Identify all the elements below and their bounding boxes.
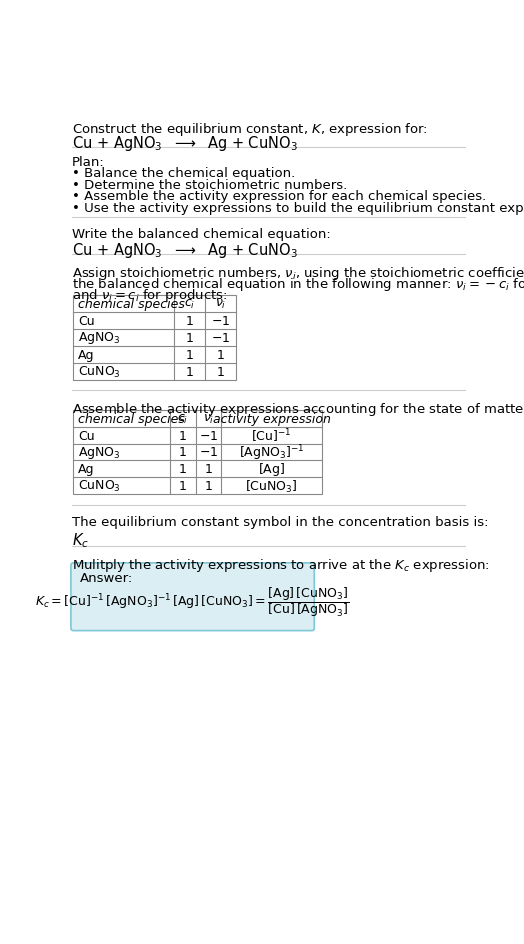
Text: 1: 1 — [216, 365, 224, 379]
Text: Cu: Cu — [78, 430, 94, 442]
Text: 1: 1 — [179, 480, 187, 493]
Text: $[\mathrm{CuNO_3}]$: $[\mathrm{CuNO_3}]$ — [245, 479, 298, 495]
Text: $K_c = [\mathrm{Cu}]^{-1}\,[\mathrm{AgNO_3}]^{-1}\,[\mathrm{Ag}]\,[\mathrm{CuNO_: $K_c = [\mathrm{Cu}]^{-1}\,[\mathrm{AgNO… — [35, 584, 350, 618]
Text: Answer:: Answer: — [80, 571, 133, 584]
Text: $[\mathrm{Ag}]$: $[\mathrm{Ag}]$ — [258, 461, 285, 478]
Text: Cu + AgNO$_3$  $\longrightarrow$  Ag + CuNO$_3$: Cu + AgNO$_3$ $\longrightarrow$ Ag + CuN… — [72, 241, 298, 260]
Text: Ag: Ag — [78, 463, 94, 476]
Bar — [73, 295, 236, 380]
Bar — [73, 411, 322, 495]
Text: 1: 1 — [185, 314, 193, 328]
Text: 1: 1 — [179, 430, 187, 442]
Text: Ag: Ag — [78, 348, 94, 362]
Text: Assemble the activity expressions accounting for the state of matter and $\nu_i$: Assemble the activity expressions accoun… — [72, 401, 524, 418]
Text: Construct the equilibrium constant, $K$, expression for:: Construct the equilibrium constant, $K$,… — [72, 121, 428, 138]
Text: • Assemble the activity expression for each chemical species.: • Assemble the activity expression for e… — [72, 190, 486, 203]
Text: $-1$: $-1$ — [211, 314, 230, 328]
Text: • Determine the stoichiometric numbers.: • Determine the stoichiometric numbers. — [72, 178, 347, 192]
Text: 1: 1 — [179, 446, 187, 459]
Text: 1: 1 — [185, 348, 193, 362]
Text: $-1$: $-1$ — [211, 331, 230, 345]
FancyBboxPatch shape — [71, 564, 314, 631]
Text: AgNO$_3$: AgNO$_3$ — [78, 445, 121, 461]
Text: AgNO$_3$: AgNO$_3$ — [78, 329, 121, 346]
Text: Cu + AgNO$_3$  $\longrightarrow$  Ag + CuNO$_3$: Cu + AgNO$_3$ $\longrightarrow$ Ag + CuN… — [72, 134, 298, 153]
Text: chemical species: chemical species — [78, 413, 185, 425]
Text: $[\mathrm{AgNO_3}]^{-1}$: $[\mathrm{AgNO_3}]^{-1}$ — [239, 443, 304, 463]
Text: 1: 1 — [204, 463, 212, 476]
Text: 1: 1 — [185, 331, 193, 345]
Text: Assign stoichiometric numbers, $\nu_i$, using the stoichiometric coefficients, $: Assign stoichiometric numbers, $\nu_i$, … — [72, 265, 524, 282]
Text: CuNO$_3$: CuNO$_3$ — [78, 479, 121, 494]
Text: 1: 1 — [204, 480, 212, 493]
Text: the balanced chemical equation in the following manner: $\nu_i = -c_i$ for react: the balanced chemical equation in the fo… — [72, 276, 524, 293]
Text: The equilibrium constant symbol in the concentration basis is:: The equilibrium constant symbol in the c… — [72, 515, 488, 529]
Text: $[\mathrm{Cu}]^{-1}$: $[\mathrm{Cu}]^{-1}$ — [252, 427, 292, 445]
Text: $\nu_i$: $\nu_i$ — [203, 413, 214, 425]
Text: Mulitply the activity expressions to arrive at the $K_c$ expression:: Mulitply the activity expressions to arr… — [72, 556, 489, 573]
Text: Write the balanced chemical equation:: Write the balanced chemical equation: — [72, 228, 331, 241]
Text: CuNO$_3$: CuNO$_3$ — [78, 364, 121, 379]
Text: $c_i$: $c_i$ — [177, 413, 189, 425]
Text: $c_i$: $c_i$ — [184, 297, 195, 311]
Text: Cu: Cu — [78, 314, 94, 328]
Text: • Use the activity expressions to build the equilibrium constant expression.: • Use the activity expressions to build … — [72, 202, 524, 214]
Text: chemical species: chemical species — [78, 297, 185, 311]
Text: 1: 1 — [185, 365, 193, 379]
Text: 1: 1 — [179, 463, 187, 476]
Text: and $\nu_i = c_i$ for products:: and $\nu_i = c_i$ for products: — [72, 286, 227, 303]
Text: Plan:: Plan: — [72, 156, 104, 169]
Text: $-1$: $-1$ — [199, 430, 218, 442]
Text: $-1$: $-1$ — [199, 446, 218, 459]
Text: • Balance the chemical equation.: • Balance the chemical equation. — [72, 167, 295, 180]
Text: 1: 1 — [216, 348, 224, 362]
Text: $K_c$: $K_c$ — [72, 531, 89, 549]
Text: $\nu_i$: $\nu_i$ — [215, 297, 226, 311]
Text: activity expression: activity expression — [213, 413, 331, 425]
